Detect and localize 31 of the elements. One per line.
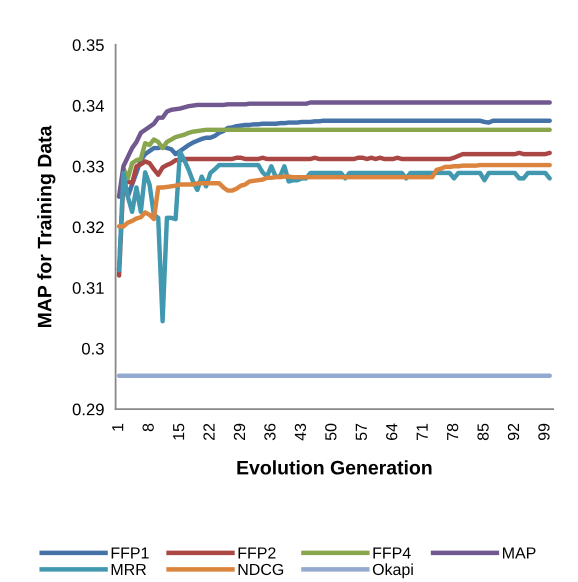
x-tick-label: 99 xyxy=(538,424,550,440)
y-axis-title: MAP for Training Data xyxy=(37,125,56,328)
y-tick-label: 0.34 xyxy=(72,100,104,112)
y-tick-label: 0.29 xyxy=(72,404,104,416)
y-tick-label: 0.32 xyxy=(72,221,104,234)
x-tick-label: 22 xyxy=(203,424,215,440)
legend-label: FFP2 xyxy=(238,547,276,558)
x-tick-label: 78 xyxy=(446,424,458,440)
x-tick-label: 92 xyxy=(508,424,520,440)
legend-label: Okapi xyxy=(372,563,413,578)
legend-label: NDCG xyxy=(238,564,284,576)
x-axis-title: Evolution Generation xyxy=(237,460,432,475)
y-tick-label: 0.3 xyxy=(82,342,104,355)
x-tick-label: 1 xyxy=(112,424,124,431)
legend-label: FFP1 xyxy=(112,547,149,558)
x-tick-label: 8 xyxy=(142,424,154,432)
y-tick-label: 0.31 xyxy=(72,282,104,294)
legend-label: MRR xyxy=(112,564,146,575)
y-tick-label: 0.33 xyxy=(72,160,104,172)
y-tick-label: 0.35 xyxy=(72,39,104,52)
x-tick-label: 64 xyxy=(386,424,398,440)
legend-label: MAP xyxy=(503,547,536,558)
x-tick-label: 36 xyxy=(264,424,276,440)
x-tick-label: 43 xyxy=(294,424,306,440)
x-tick-label: 57 xyxy=(356,424,367,440)
x-tick-label: 85 xyxy=(477,424,489,440)
x-tick-label: 29 xyxy=(234,424,246,440)
x-tick-label: 15 xyxy=(173,424,184,440)
legend-label: FFP4 xyxy=(373,547,411,558)
x-tick-label: 71 xyxy=(416,424,428,440)
x-tick-label: 50 xyxy=(325,424,336,440)
